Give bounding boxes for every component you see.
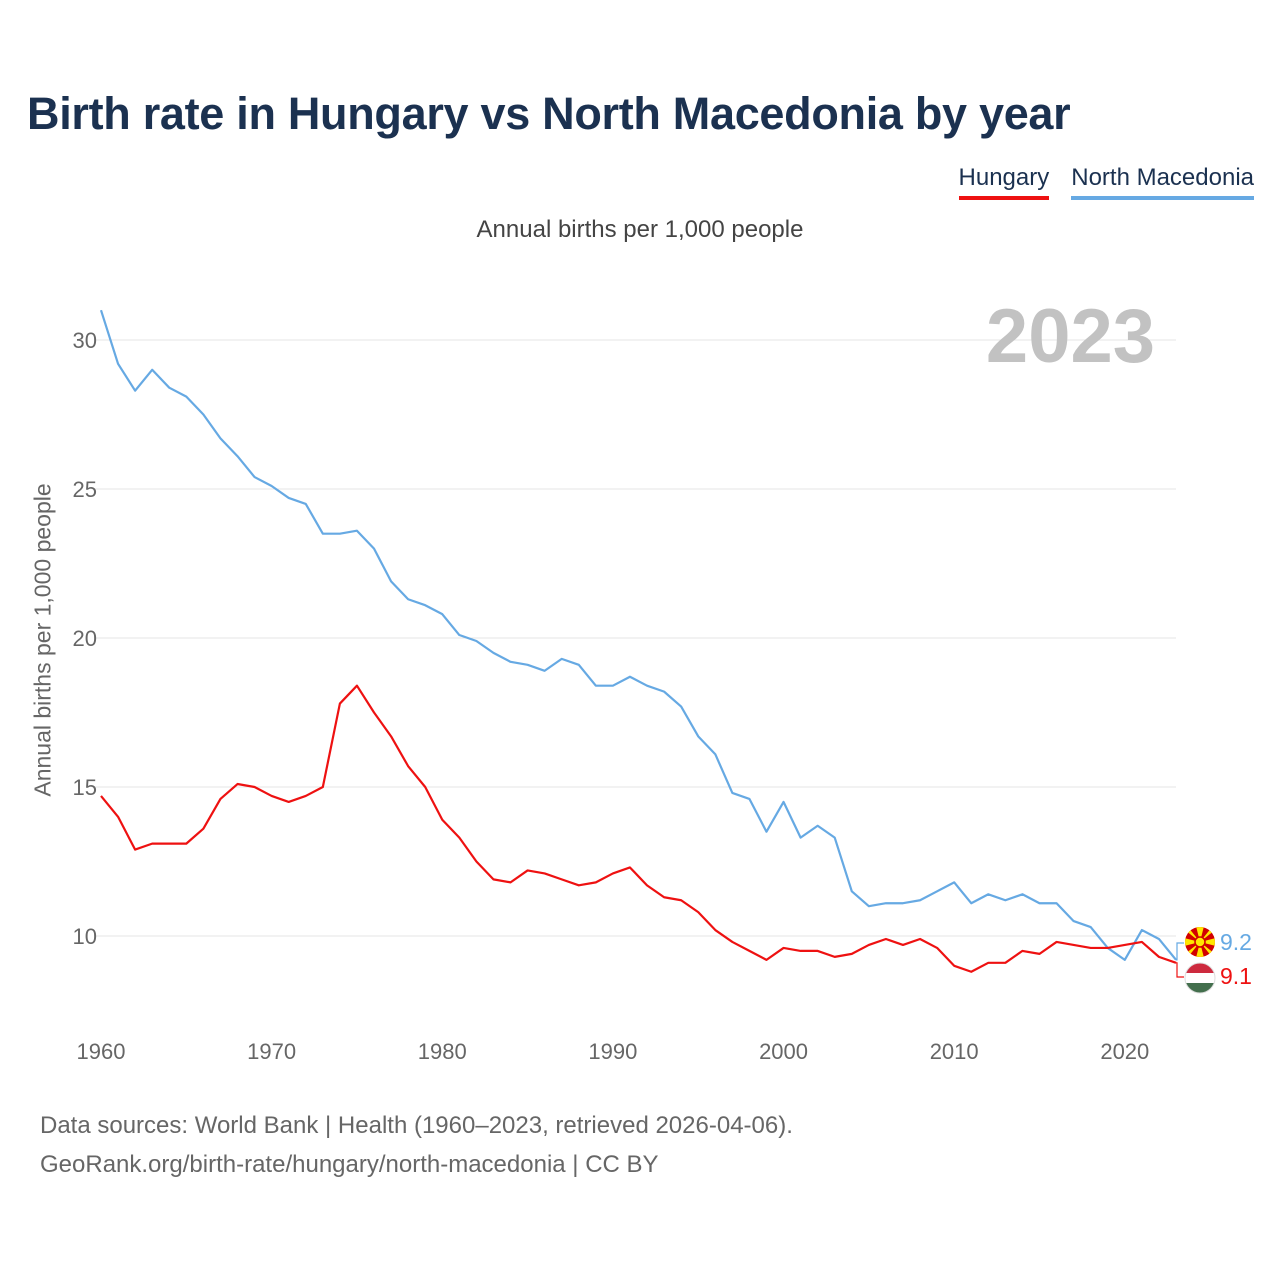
connector-hungary — [1176, 962, 1184, 978]
footer-source: Data sources: World Bank | Health (1960–… — [40, 1112, 793, 1139]
y-tick-label: 10 — [73, 924, 97, 949]
north-macedonia-flag-icon — [1185, 927, 1215, 957]
series-line-hungary[interactable] — [100, 684, 1177, 973]
y-tick-label: 30 — [73, 328, 97, 353]
y-axis-ticks: 10 15 20 25 30 — [73, 328, 97, 949]
y-tick-label: 25 — [73, 477, 97, 502]
x-tick-label: 2000 — [759, 1039, 808, 1064]
grid — [95, 339, 1176, 937]
x-tick-label: 2010 — [930, 1039, 979, 1064]
legend-item-north-macedonia[interactable]: North Macedonia — [1071, 163, 1254, 200]
y-tick-label: 20 — [73, 626, 97, 651]
chart-title: Birth rate in Hungary vs North Macedonia… — [27, 88, 1071, 139]
end-label-hungary: 9.1 — [1220, 963, 1252, 989]
x-tick-label: 1980 — [418, 1039, 467, 1064]
connector-north-macedonia — [1176, 942, 1184, 961]
x-tick-label: 2020 — [1100, 1039, 1149, 1064]
footer-attribution[interactable]: GeoRank.org/birth-rate/hungary/north-mac… — [40, 1151, 659, 1178]
series-line-north-macedonia[interactable] — [99, 309, 1177, 961]
end-labels: 9.29.1 — [1176, 929, 1252, 989]
x-tick-label: 1990 — [588, 1039, 637, 1064]
series — [99, 309, 1177, 973]
hungary-flag-icon — [1184, 962, 1216, 994]
legend: Hungary North Macedonia — [958, 163, 1254, 200]
legend-item-hungary[interactable]: Hungary — [958, 163, 1050, 200]
chart-subtitle: Annual births per 1,000 people — [476, 216, 804, 243]
year-watermark: 2023 — [986, 294, 1155, 379]
x-tick-label: 1970 — [247, 1039, 296, 1064]
footer: Data sources: World Bank | Health (1960–… — [40, 1106, 793, 1184]
y-tick-label: 15 — [73, 775, 97, 800]
x-tick-label: 1960 — [77, 1039, 126, 1064]
end-label-north-macedonia: 9.2 — [1220, 929, 1252, 955]
x-axis-ticks: 1960 1970 1980 1990 2000 2010 2020 — [77, 1039, 1150, 1064]
